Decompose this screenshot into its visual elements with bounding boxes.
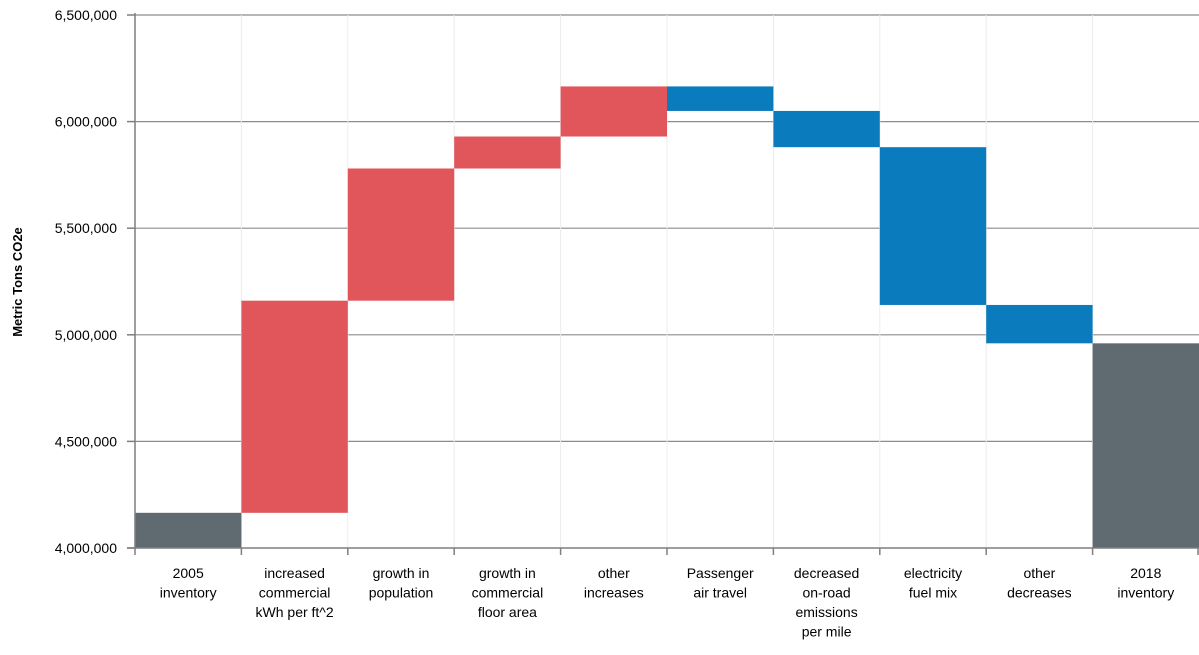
y-tick-label: 6,500,000 bbox=[55, 7, 117, 23]
category-label-line: other bbox=[598, 565, 630, 581]
category-label-line: growth in bbox=[373, 565, 430, 581]
bar-increase bbox=[454, 136, 561, 169]
category-label-line: on-road bbox=[802, 585, 850, 601]
category-label-line: air travel bbox=[693, 585, 747, 601]
category-label: growth in commercial floor area bbox=[472, 565, 544, 620]
bar-decrease bbox=[667, 86, 774, 111]
bars bbox=[135, 86, 1199, 548]
y-tick-label: 4,000,000 bbox=[55, 540, 117, 556]
category-label-line: fuel mix bbox=[909, 585, 957, 601]
y-tick-label: 4,500,000 bbox=[55, 433, 117, 449]
category-label-line: decreased bbox=[794, 565, 859, 581]
category-label-line: population bbox=[369, 585, 434, 601]
category-label: decreased on-road emissions per mile bbox=[794, 565, 859, 640]
category-label-line: 2005 bbox=[173, 565, 204, 581]
bar-decrease bbox=[773, 110, 880, 148]
category-label: increased commercial kWh per ft^2 bbox=[256, 565, 334, 620]
category-label: 2018 inventory bbox=[1117, 565, 1174, 601]
y-tick-label: 6,000,000 bbox=[55, 114, 117, 130]
category-label-line: electricity bbox=[904, 565, 962, 581]
category-label-line: Passenger bbox=[687, 565, 754, 581]
y-tick-label: 5,000,000 bbox=[55, 327, 117, 343]
category-label-line: increased bbox=[264, 565, 325, 581]
category-label-line: kWh per ft^2 bbox=[256, 604, 334, 620]
category-label-line: decreases bbox=[1007, 585, 1072, 601]
bar-decrease bbox=[879, 147, 987, 305]
category-label-line: per mile bbox=[802, 624, 852, 640]
category-label: Passenger air travel bbox=[687, 565, 754, 601]
category-label-line: inventory bbox=[160, 585, 217, 601]
category-labels: 2005 inventory increased commercial kWh per … bbox=[160, 565, 1174, 640]
category-label-line: commercial bbox=[259, 585, 331, 601]
y-tick-labels: 4,000,000 4,500,000 5,000,000 5,500,000 6,00… bbox=[55, 7, 117, 556]
category-label-line: floor area bbox=[478, 604, 537, 620]
category-label: electricity fuel mix bbox=[904, 565, 962, 601]
category-label: other increases bbox=[584, 565, 644, 601]
bar-decrease bbox=[986, 304, 1093, 344]
category-label-line: commercial bbox=[472, 585, 544, 601]
category-label-line: other bbox=[1023, 565, 1055, 581]
bar-increase bbox=[347, 168, 455, 301]
category-label-line: growth in bbox=[479, 565, 536, 581]
category-label: other decreases bbox=[1007, 565, 1072, 601]
bar-total bbox=[135, 512, 242, 548]
category-label: growth in population bbox=[369, 565, 434, 601]
category-label: 2005 inventory bbox=[160, 565, 217, 601]
category-label-line: increases bbox=[584, 585, 644, 601]
axes bbox=[127, 13, 1199, 555]
category-label-line: 2018 bbox=[1130, 565, 1161, 581]
category-label-line: inventory bbox=[1117, 585, 1174, 601]
bar-increase bbox=[241, 300, 348, 513]
bar-increase bbox=[560, 86, 667, 137]
bar-total bbox=[1092, 343, 1199, 548]
y-axis-title: Metric Tons CO2e bbox=[10, 227, 25, 337]
y-tick-label: 5,500,000 bbox=[55, 220, 117, 236]
category-label-line: emissions bbox=[795, 604, 857, 620]
